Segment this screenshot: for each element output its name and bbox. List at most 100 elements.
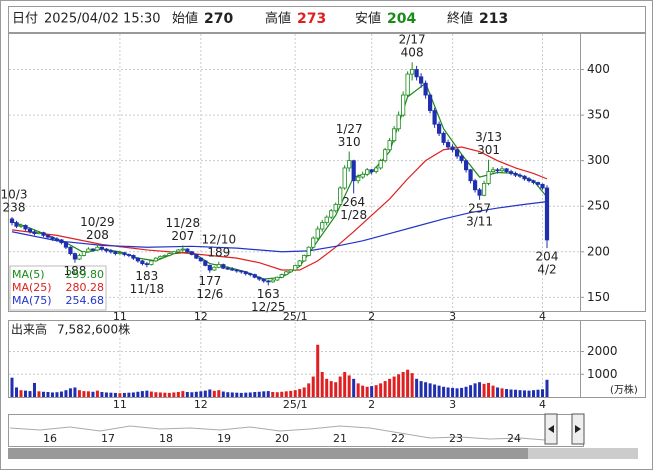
- volume-bar: [473, 383, 477, 397]
- volume-bar: [262, 391, 266, 397]
- volume-bar: [109, 392, 113, 397]
- volume-title-bg: [9, 322, 131, 338]
- candle-body: [194, 254, 199, 259]
- navigator-label: 24: [507, 432, 521, 445]
- volume-bar: [154, 392, 158, 397]
- volume-bar: [68, 388, 72, 397]
- annotation-value: 238: [3, 201, 26, 215]
- candle-body: [248, 273, 253, 276]
- navigator-label: 19: [217, 432, 231, 445]
- candle-body: [495, 169, 500, 172]
- annotation-value: 177: [198, 274, 221, 288]
- volume-bar: [185, 392, 189, 397]
- volume-bar: [118, 393, 122, 397]
- volume-bar: [127, 392, 131, 397]
- volume-bar: [397, 374, 401, 397]
- volume-bar: [424, 382, 428, 397]
- volume-bar: [442, 386, 446, 397]
- candle-body: [45, 234, 51, 238]
- candle-body: [14, 222, 19, 227]
- volume-bar: [311, 376, 315, 397]
- volume-bar: [491, 385, 495, 397]
- candle-body: [423, 82, 428, 96]
- volume-bar: [235, 392, 239, 397]
- annotation-date: 2/17: [399, 33, 426, 47]
- volume-bar: [415, 378, 419, 397]
- candle-body: [428, 94, 433, 111]
- volume-bar: [505, 389, 509, 397]
- header-frame: [8, 6, 646, 33]
- y-tick-label: 2000: [587, 344, 618, 358]
- candle-body: [162, 255, 167, 257]
- volume-bar: [406, 369, 410, 397]
- volume-bar: [280, 391, 284, 397]
- candle-body: [387, 140, 392, 151]
- candle-body: [432, 110, 437, 125]
- candle-body: [95, 246, 100, 251]
- volume-bar: [190, 392, 194, 397]
- candle-body: [441, 132, 446, 143]
- annotation-value: 204: [536, 250, 559, 264]
- volume-bar: [100, 392, 104, 397]
- x-tick-label: 11: [113, 310, 127, 323]
- volume-bar: [208, 389, 212, 397]
- y-tick-label: 300: [587, 153, 610, 167]
- volume-bar: [451, 387, 455, 397]
- annotation-value: 207: [171, 229, 194, 243]
- volume-bar: [221, 391, 225, 397]
- navigator-label: 23: [449, 432, 463, 445]
- annotation-value: 301: [477, 143, 500, 157]
- volume-bar: [316, 344, 320, 397]
- volume-bar: [140, 391, 144, 397]
- volume-bar: [352, 378, 356, 397]
- candle-body: [540, 183, 545, 189]
- legend-name: MA(5): [12, 268, 45, 281]
- volume-bar: [338, 376, 342, 397]
- annotation-date: 12/10: [202, 232, 237, 246]
- annotation-value: 183: [135, 269, 158, 283]
- candle-body: [293, 265, 298, 271]
- volume-bar: [122, 392, 126, 397]
- candle-body: [207, 265, 212, 271]
- candle-body: [135, 257, 140, 262]
- x-tick-label: 2: [368, 398, 375, 411]
- candle-body: [401, 94, 406, 116]
- legend-name: MA(75): [12, 294, 52, 307]
- candle-body: [351, 160, 356, 182]
- candle-body: [459, 155, 464, 162]
- volume-bar: [158, 392, 162, 397]
- candle-body: [270, 279, 275, 283]
- candle-body: [252, 274, 257, 278]
- candle-body: [315, 228, 320, 239]
- x-tick-label: 12: [194, 398, 208, 411]
- candle-body: [486, 171, 491, 184]
- navigator-label: 18: [159, 432, 173, 445]
- volume-bar: [104, 392, 108, 397]
- volume-bar: [514, 389, 518, 397]
- navigator-label: 21: [333, 432, 347, 445]
- annotation-value: 189: [207, 245, 230, 259]
- volume-bar: [86, 391, 90, 397]
- x-tick-label: 3: [449, 398, 456, 411]
- candle-body: [9, 218, 15, 224]
- candle-body: [261, 278, 266, 282]
- candle-body: [378, 160, 383, 169]
- volume-bar: [284, 391, 288, 397]
- candle-body: [189, 251, 194, 255]
- candle-body: [153, 257, 158, 262]
- volume-bar: [55, 392, 59, 397]
- candle-body: [234, 269, 239, 272]
- candle-body: [216, 264, 221, 268]
- y-tick-label: 200: [587, 244, 610, 258]
- candle-body: [126, 254, 131, 256]
- candle-body: [86, 248, 91, 253]
- x-tick-label: 25/1: [283, 398, 308, 411]
- candle-body: [490, 169, 496, 172]
- candle-body: [347, 160, 352, 169]
- scrollbar-thumb[interactable]: [8, 448, 528, 459]
- volume-bar: [257, 391, 261, 397]
- candle-body: [108, 250, 114, 253]
- volume-bar: [64, 390, 68, 397]
- volume-bar: [91, 391, 95, 397]
- volume-bar: [77, 390, 81, 397]
